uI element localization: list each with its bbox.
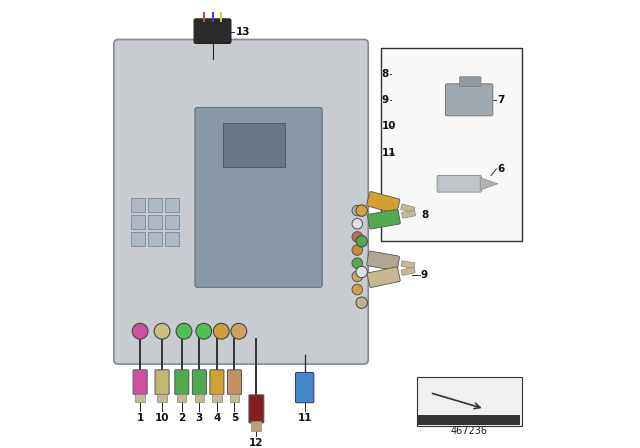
Bar [136,393,145,402]
Text: 8: 8 [421,210,428,220]
Text: 11: 11 [298,413,312,423]
Bar [401,267,415,276]
Circle shape [352,205,362,216]
FancyBboxPatch shape [227,370,241,394]
Bar [164,232,179,246]
FancyBboxPatch shape [460,77,481,86]
Bar [419,415,520,425]
FancyBboxPatch shape [367,251,399,271]
Circle shape [356,236,367,247]
Bar [131,232,145,246]
Bar [212,393,221,402]
Text: 3: 3 [196,413,203,423]
FancyBboxPatch shape [195,108,322,287]
Bar [381,48,522,241]
Bar [401,204,415,213]
Bar [131,215,145,229]
Bar [148,198,162,212]
FancyBboxPatch shape [445,84,493,116]
Bar [402,210,415,218]
Circle shape [352,245,362,255]
FancyBboxPatch shape [175,370,189,394]
Text: 467236: 467236 [451,426,488,436]
Text: 10: 10 [155,413,170,423]
Bar [164,215,179,229]
FancyBboxPatch shape [155,370,169,394]
Circle shape [213,323,229,339]
Text: 2: 2 [178,413,186,423]
Text: 5: 5 [231,413,238,423]
Circle shape [352,232,362,242]
Text: 12: 12 [249,438,264,448]
FancyBboxPatch shape [133,370,147,394]
Bar [148,232,162,246]
Text: 10: 10 [382,121,396,131]
Polygon shape [480,178,498,190]
Circle shape [196,323,212,339]
FancyBboxPatch shape [367,267,400,288]
FancyBboxPatch shape [367,209,401,229]
Text: 9: 9 [421,270,428,280]
Circle shape [352,258,362,268]
Circle shape [154,323,170,339]
Bar [223,123,285,167]
Text: 7: 7 [498,95,505,105]
Circle shape [352,284,362,295]
Bar [157,393,167,402]
Circle shape [132,323,148,339]
Bar [131,198,145,212]
FancyBboxPatch shape [296,372,314,403]
Circle shape [176,323,192,339]
Circle shape [352,219,362,229]
Bar [401,261,415,268]
Text: 11: 11 [382,148,396,158]
Circle shape [352,271,362,282]
Bar [177,393,186,402]
FancyBboxPatch shape [114,39,368,364]
Text: 6: 6 [498,164,505,174]
Circle shape [356,297,367,308]
Text: 9: 9 [382,95,389,105]
FancyBboxPatch shape [367,192,400,213]
Text: 13: 13 [236,27,250,37]
FancyBboxPatch shape [193,370,206,394]
Text: 1: 1 [136,413,144,423]
Bar [252,421,261,431]
FancyBboxPatch shape [437,176,481,192]
Bar [230,393,239,402]
FancyBboxPatch shape [210,370,224,394]
Bar [164,198,179,212]
Circle shape [356,205,367,216]
Text: 8: 8 [382,69,389,79]
Bar [195,393,204,402]
FancyBboxPatch shape [194,19,231,43]
Circle shape [356,266,367,278]
Text: 4: 4 [213,413,221,423]
Bar [417,377,522,426]
Bar [148,215,162,229]
Circle shape [231,323,247,339]
FancyBboxPatch shape [249,395,264,423]
